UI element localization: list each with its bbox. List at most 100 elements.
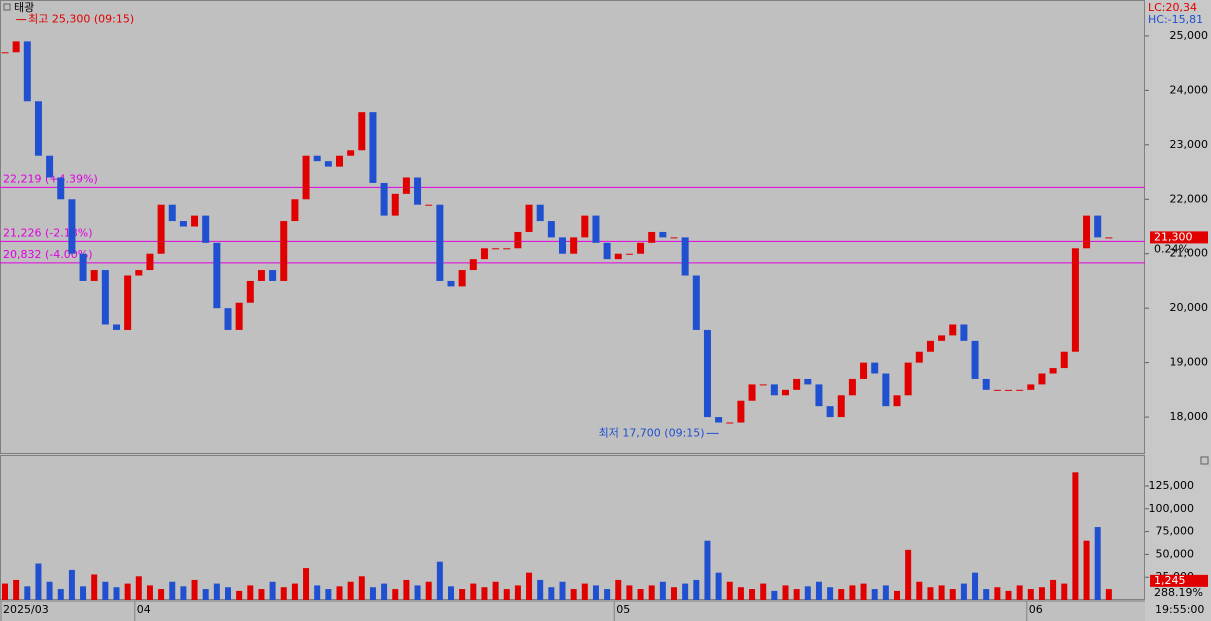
volume-bar <box>1005 590 1012 600</box>
y-tick-label: 125,000 <box>1149 479 1195 492</box>
volume-bar <box>236 590 243 600</box>
volume-bar <box>403 579 410 600</box>
volume-bar <box>570 589 577 600</box>
candle <box>848 378 856 396</box>
candle <box>414 177 422 205</box>
volume-bar <box>470 583 477 600</box>
candle <box>547 221 555 238</box>
volume-bar <box>604 589 611 600</box>
volume-bar <box>13 579 20 600</box>
volume-bar <box>347 581 354 600</box>
volume-bar <box>291 583 298 600</box>
candle <box>915 351 923 363</box>
volume-bar <box>916 581 923 600</box>
x-tick-label: 05 <box>616 603 630 616</box>
candle <box>179 221 187 227</box>
volume-bar <box>91 574 98 600</box>
volume-bar <box>325 589 332 600</box>
volume-bar <box>369 587 376 600</box>
volume-bar <box>225 587 231 600</box>
volume-bar <box>247 585 254 600</box>
candle <box>347 150 355 156</box>
candle <box>280 221 288 281</box>
x-tick-label: 2025/03 <box>3 603 49 616</box>
candle <box>1060 351 1068 369</box>
candle <box>670 237 678 239</box>
level-label: 22,219 (+4.39%) <box>3 172 98 185</box>
candle <box>949 324 957 336</box>
volume-bar <box>180 586 187 600</box>
volume-bar <box>682 583 689 600</box>
candle <box>637 242 645 254</box>
volume-bar <box>102 581 109 600</box>
volume-bar <box>815 581 822 600</box>
candle <box>971 340 979 379</box>
candle <box>1083 215 1091 249</box>
candle <box>202 215 210 243</box>
volume-bar <box>737 587 744 600</box>
candle <box>559 237 566 254</box>
y-tick-label: 25,000 <box>1170 29 1209 42</box>
x-tick-label: 04 <box>137 603 151 616</box>
candle <box>614 253 622 260</box>
volume-bar <box>1061 583 1068 600</box>
volume-bar <box>804 586 811 600</box>
volume-tag <box>1150 574 1208 587</box>
volume-bar <box>726 581 733 600</box>
candle <box>904 362 912 396</box>
x-tick-label: 06 <box>1029 603 1043 616</box>
candle <box>246 280 254 303</box>
candle <box>458 270 466 287</box>
candle <box>726 422 734 424</box>
volume-bar <box>280 587 287 600</box>
candle <box>692 275 700 330</box>
volume-bar <box>113 587 120 600</box>
price-panel <box>0 0 1145 454</box>
volume-bar <box>2 583 8 600</box>
volume-bar <box>336 586 343 600</box>
volume-bar <box>169 581 176 600</box>
candle <box>480 248 488 260</box>
volume-bar <box>146 585 153 600</box>
candle <box>793 378 801 390</box>
y-tick-label: 75,000 <box>1156 525 1195 538</box>
candle <box>703 329 711 418</box>
price-change: 0.24% <box>1154 242 1189 255</box>
price-tag <box>1150 231 1208 244</box>
volume-bar <box>258 589 265 600</box>
candle <box>447 280 455 287</box>
volume-bar <box>559 581 566 600</box>
volume-bar <box>191 579 198 600</box>
candle <box>815 384 823 407</box>
candle <box>1016 389 1024 391</box>
volume-bar <box>1050 579 1057 600</box>
candle <box>168 204 176 222</box>
volume-bar <box>782 585 789 600</box>
volume-bar <box>35 563 42 600</box>
candle <box>938 335 946 341</box>
volume-bar <box>269 581 276 600</box>
candle <box>826 406 834 418</box>
candle <box>592 215 600 243</box>
volume-bar <box>882 585 889 600</box>
volume-bar <box>202 589 209 600</box>
y-tick-label: 21,000 <box>1170 247 1209 260</box>
candle <box>34 101 42 156</box>
candle <box>380 182 388 216</box>
volume-bar <box>749 589 756 600</box>
volume-bar <box>392 589 399 600</box>
volume-bar <box>436 561 443 600</box>
candle <box>659 231 667 238</box>
volume-bar <box>314 585 321 600</box>
volume-bar <box>448 586 454 600</box>
candle <box>1027 384 1035 390</box>
candle <box>1049 368 1057 374</box>
volume-bar <box>481 587 488 600</box>
candle <box>469 259 477 271</box>
candle <box>882 373 890 407</box>
candle <box>759 384 767 386</box>
candle <box>23 41 31 102</box>
candle <box>336 155 343 167</box>
lc-readout: LC:20,34 <box>1148 1 1197 14</box>
